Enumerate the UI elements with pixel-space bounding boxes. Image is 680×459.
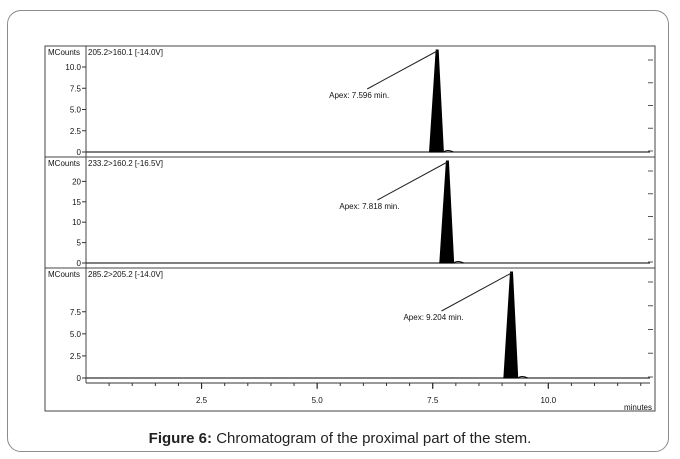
- panel-title: 205.2>160.1 [-14.0V]: [88, 48, 163, 57]
- annotation-leader: [441, 272, 512, 312]
- y-axis-label: MCounts: [48, 270, 80, 279]
- peak-tail: [453, 261, 464, 264]
- y-tick-label: 10.0: [65, 63, 81, 72]
- figure-label: Figure 6:: [148, 430, 213, 447]
- peak-tail: [517, 376, 528, 379]
- y-tick-label: 15: [72, 198, 81, 207]
- panel-title: 233.2>160.2 [-16.5V]: [88, 159, 163, 168]
- chart-box: [44, 45, 656, 412]
- x-axis-label: minutes: [624, 403, 652, 412]
- y-tick-label: 5.0: [70, 106, 82, 115]
- peak: [439, 160, 455, 264]
- annotation-leader: [366, 50, 438, 90]
- peak: [428, 49, 444, 153]
- y-tick-label: 2.5: [70, 127, 82, 136]
- y-tick-label: 5.0: [70, 330, 82, 339]
- peak-annotation: Apex: 7.818 min.: [339, 202, 399, 211]
- peak: [503, 271, 519, 379]
- x-tick-label: 5.0: [312, 396, 324, 405]
- y-tick-label: 10: [72, 218, 81, 227]
- peak-annotation: Apex: 9.204 min.: [403, 313, 463, 322]
- y-tick-label: 0: [77, 374, 82, 383]
- y-tick-label: 2.5: [70, 352, 82, 361]
- x-tick-label: 7.5: [427, 396, 439, 405]
- annotation-leader: [377, 161, 448, 201]
- y-axis-label: MCounts: [48, 159, 80, 168]
- y-tick-label: 0: [77, 259, 82, 268]
- x-tick-label: 2.5: [196, 396, 208, 405]
- figure-caption: Figure 6: Chromatogram of the proximal p…: [0, 430, 680, 447]
- x-tick-label: 10.0: [541, 396, 557, 405]
- figure-caption-text: Chromatogram of the proximal part of the…: [216, 430, 532, 447]
- y-tick-label: 20: [72, 177, 81, 186]
- y-axis-label: MCounts: [48, 48, 80, 57]
- panel-title: 285.2>205.2 [-14.0V]: [88, 270, 163, 279]
- peak-tail: [443, 150, 454, 153]
- peak-annotation: Apex: 7.596 min.: [329, 91, 389, 100]
- y-tick-label: 7.5: [70, 84, 82, 93]
- y-tick-label: 7.5: [70, 308, 82, 317]
- y-tick-label: 0: [77, 148, 82, 157]
- y-tick-label: 5: [77, 239, 82, 248]
